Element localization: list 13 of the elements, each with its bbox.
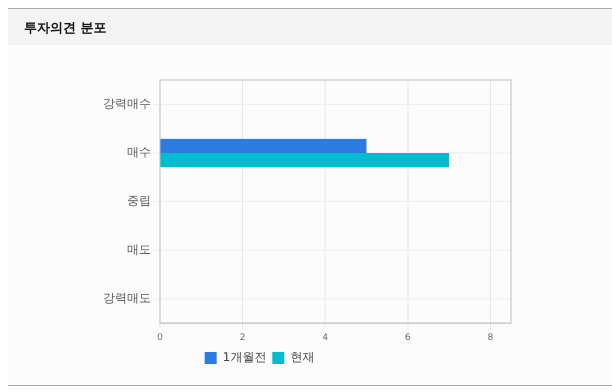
legend-label: 1개월전: [222, 350, 266, 364]
x-tick-label: 6: [404, 332, 411, 343]
legend-label: 현재: [290, 350, 314, 364]
y-tick-label: 매도: [127, 242, 151, 256]
x-tick-label: 0: [157, 332, 164, 343]
chart-title: 투자의견 분포: [24, 20, 107, 37]
y-tick-label: 중립: [127, 194, 151, 208]
y-tick-label: 매수: [127, 145, 151, 160]
x-tick-label: 2: [240, 332, 246, 343]
x-tick-label: 4: [322, 332, 328, 343]
y-tick-label: 강력매도: [103, 291, 151, 306]
y-tick-label: 강력매수: [103, 96, 151, 110]
x-tick-label: 8: [487, 332, 494, 343]
